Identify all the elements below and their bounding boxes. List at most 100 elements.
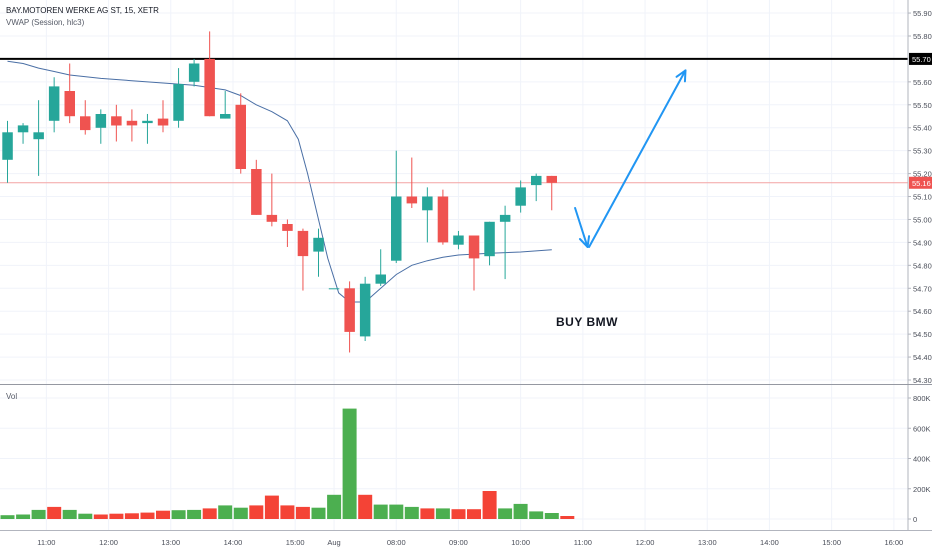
volume-bar[interactable]: [420, 508, 435, 519]
candle[interactable]: [142, 113, 153, 144]
candle[interactable]: [391, 150, 402, 264]
candle-body: [531, 175, 542, 186]
candle[interactable]: [437, 189, 449, 245]
volume-bar[interactable]: [264, 495, 279, 519]
candle[interactable]: [266, 173, 278, 227]
candle[interactable]: [80, 100, 91, 135]
price-levels: [0, 57, 908, 184]
candle[interactable]: [2, 120, 13, 183]
candle[interactable]: [251, 159, 262, 215]
volume-bar[interactable]: [171, 510, 186, 519]
candle[interactable]: [359, 276, 371, 342]
volume-bar[interactable]: [16, 514, 31, 520]
candle-body: [546, 175, 557, 183]
time-tick-label: 10:00: [511, 538, 530, 547]
candle[interactable]: [33, 100, 44, 176]
vwap-indicator-label[interactable]: VWAP (Session, hlc3): [6, 18, 85, 27]
candle-body: [344, 288, 355, 332]
volume-bar[interactable]: [156, 510, 170, 519]
volume-bar[interactable]: [295, 506, 310, 519]
volume-bar[interactable]: [327, 494, 342, 519]
time-tick-label: 12:00: [636, 538, 655, 547]
candle[interactable]: [375, 249, 387, 286]
candle[interactable]: [126, 109, 138, 142]
volume-bar[interactable]: [78, 513, 93, 519]
candle[interactable]: [344, 281, 355, 353]
candle[interactable]: [95, 109, 107, 144]
candle-body: [220, 114, 231, 119]
volume-bar[interactable]: [560, 516, 575, 519]
candle-body: [173, 84, 184, 121]
time-tick-label: 12:00: [99, 538, 118, 547]
volume-bar[interactable]: [187, 509, 202, 519]
candlesticks[interactable]: [2, 31, 558, 353]
volume-bar[interactable]: [109, 513, 124, 519]
candle[interactable]: [17, 123, 29, 144]
price-tick-label: 54.40: [913, 353, 932, 362]
volume-bar[interactable]: [218, 505, 233, 519]
volume-bar[interactable]: [62, 509, 77, 519]
candle[interactable]: [484, 221, 495, 266]
volume-bars[interactable]: [0, 408, 575, 520]
candle[interactable]: [111, 104, 122, 142]
volume-bar[interactable]: [498, 508, 513, 519]
volume-bar[interactable]: [342, 408, 357, 519]
candle[interactable]: [546, 175, 558, 211]
volume-bar[interactable]: [544, 513, 559, 519]
volume-bar[interactable]: [93, 514, 108, 520]
volume-tick-label: 600K: [913, 424, 931, 433]
candle-body: [204, 58, 215, 117]
symbol-title[interactable]: BAY.MOTOREN WERKE AG ST, 15, XETR: [6, 6, 159, 15]
candle-body: [48, 86, 60, 121]
volume-bar[interactable]: [404, 506, 419, 519]
candle[interactable]: [468, 235, 480, 291]
candle-body: [266, 214, 278, 222]
candle[interactable]: [328, 288, 340, 290]
volume-bar[interactable]: [311, 507, 326, 519]
candle[interactable]: [48, 77, 60, 133]
volume-bar[interactable]: [358, 494, 373, 519]
candle[interactable]: [157, 100, 169, 133]
candle[interactable]: [220, 91, 231, 119]
candle-body: [142, 120, 153, 124]
candle-body: [235, 104, 246, 169]
volume-bar[interactable]: [451, 509, 466, 519]
candle[interactable]: [173, 68, 184, 128]
volume-bar[interactable]: [467, 509, 481, 519]
volume-bar[interactable]: [202, 508, 217, 519]
volume-bar[interactable]: [31, 509, 46, 519]
candle-body: [468, 235, 480, 259]
candle[interactable]: [499, 205, 511, 280]
candle[interactable]: [282, 219, 293, 247]
candle[interactable]: [235, 93, 247, 174]
volume-bar[interactable]: [435, 508, 450, 519]
volume-bar[interactable]: [249, 505, 264, 519]
volume-bar[interactable]: [513, 503, 528, 519]
candle[interactable]: [406, 157, 418, 208]
volume-bar[interactable]: [124, 513, 139, 519]
price-tick-label: 54.60: [913, 307, 932, 316]
volume-bar[interactable]: [280, 505, 295, 519]
candle[interactable]: [64, 63, 76, 124]
volume-bar[interactable]: [140, 512, 155, 519]
candle[interactable]: [531, 173, 542, 202]
candle[interactable]: [422, 187, 433, 243]
candle[interactable]: [297, 228, 309, 291]
candle[interactable]: [453, 230, 464, 250]
candle[interactable]: [204, 31, 215, 117]
volume-bar[interactable]: [529, 511, 544, 519]
candle-body: [251, 169, 262, 215]
volume-bar[interactable]: [0, 515, 15, 519]
volume-bar[interactable]: [389, 504, 404, 519]
volume-pane-label[interactable]: Vol: [6, 392, 17, 401]
volume-bar[interactable]: [233, 507, 248, 519]
volume-bar[interactable]: [373, 504, 388, 519]
volume-bar[interactable]: [482, 491, 497, 519]
candle[interactable]: [313, 228, 324, 277]
candle[interactable]: [515, 180, 526, 213]
volume-bar[interactable]: [47, 506, 62, 519]
candle[interactable]: [188, 58, 200, 87]
